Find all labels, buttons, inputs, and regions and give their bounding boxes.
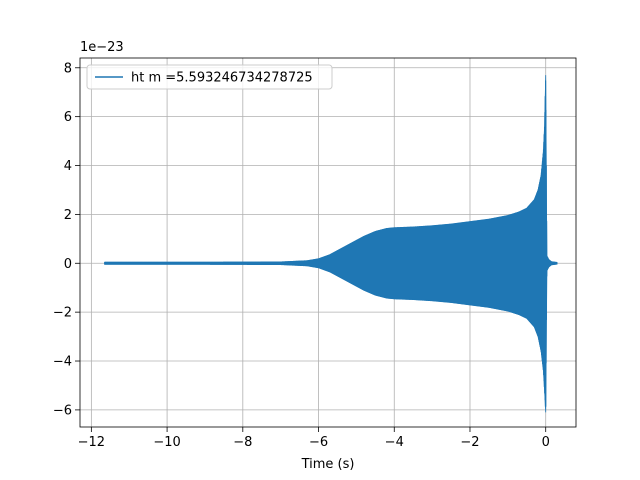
x-tick-label: −12 xyxy=(78,435,105,450)
x-tick-label: −8 xyxy=(233,435,252,450)
series-envelope-band xyxy=(104,75,558,413)
y-tick-label: −2 xyxy=(53,306,72,321)
x-tick-label: −10 xyxy=(153,435,180,450)
y-tick-label: −4 xyxy=(53,355,72,370)
x-tick-label: 0 xyxy=(542,435,550,450)
y-tick-label: 2 xyxy=(64,208,72,223)
legend: ht m =5.593246734278725 xyxy=(86,64,333,90)
y-tick-label: 8 xyxy=(64,61,72,76)
x-tick-label: −2 xyxy=(460,435,479,450)
y-tick-label: 0 xyxy=(64,257,72,272)
y-axis: −6 −4 −2 0 2 4 6 8 xyxy=(53,61,80,418)
y-tick-label: 6 xyxy=(64,110,72,125)
axes-frame xyxy=(79,57,577,428)
y-tick-label: 4 xyxy=(64,159,72,174)
x-tick-label: −4 xyxy=(385,435,404,450)
x-tick-label: −6 xyxy=(309,435,328,450)
x-axis-label: Time (s) xyxy=(301,457,355,472)
y-tick-label: −6 xyxy=(53,403,72,418)
legend-box xyxy=(86,64,333,90)
x-axis: −12 −10 −8 −6 −4 −2 0 xyxy=(78,427,550,450)
series-group xyxy=(104,75,558,413)
legend-entry-label: ht m =5.593246734278725 xyxy=(131,71,313,86)
y-axis-offset-label: 1e−23 xyxy=(80,40,124,55)
